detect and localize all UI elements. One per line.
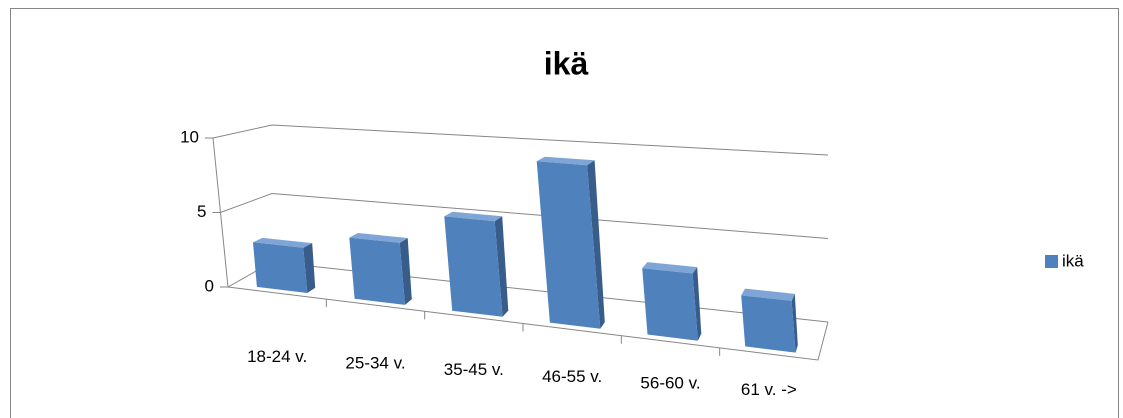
bar bbox=[741, 288, 798, 353]
x-tick-label: 46-55 v. bbox=[542, 367, 602, 386]
bar-top bbox=[536, 156, 595, 166]
bar bbox=[253, 237, 316, 293]
x-tick-label: 56-60 v. bbox=[640, 373, 700, 392]
y-tick-label: 10 bbox=[180, 127, 199, 146]
y-tick-label: 5 bbox=[197, 202, 206, 221]
chart-title: ikä bbox=[544, 45, 589, 81]
bar-front bbox=[536, 161, 601, 329]
bar-top bbox=[741, 288, 795, 301]
bar-side bbox=[791, 293, 798, 353]
y-tick-label: 0 bbox=[205, 276, 214, 295]
bar-front bbox=[444, 216, 503, 317]
bar-top bbox=[349, 233, 408, 243]
bar bbox=[536, 156, 605, 329]
legend-swatch bbox=[1045, 255, 1058, 268]
bar-top bbox=[253, 237, 313, 248]
legend-label: ikä bbox=[1062, 251, 1084, 270]
bar-side bbox=[303, 243, 316, 293]
x-tick-label: 35-45 v. bbox=[444, 360, 504, 379]
bar bbox=[349, 233, 412, 305]
grid-line bbox=[205, 124, 829, 156]
bar-side bbox=[692, 267, 702, 341]
bar-front bbox=[349, 237, 405, 305]
bar-top bbox=[642, 262, 698, 274]
bar-top bbox=[444, 211, 503, 222]
bar-front bbox=[253, 242, 308, 293]
bar-side bbox=[587, 160, 605, 329]
bar bbox=[444, 211, 509, 317]
x-tick-label: 18-24 v. bbox=[247, 347, 307, 366]
x-tick-label: 61 v. -> bbox=[741, 380, 797, 399]
x-tick-label: 25-34 v. bbox=[345, 353, 405, 372]
bar-side bbox=[399, 238, 412, 305]
bar bbox=[642, 262, 702, 341]
bar-side bbox=[494, 216, 509, 317]
bar-front bbox=[642, 268, 698, 341]
bar-front bbox=[741, 295, 796, 353]
